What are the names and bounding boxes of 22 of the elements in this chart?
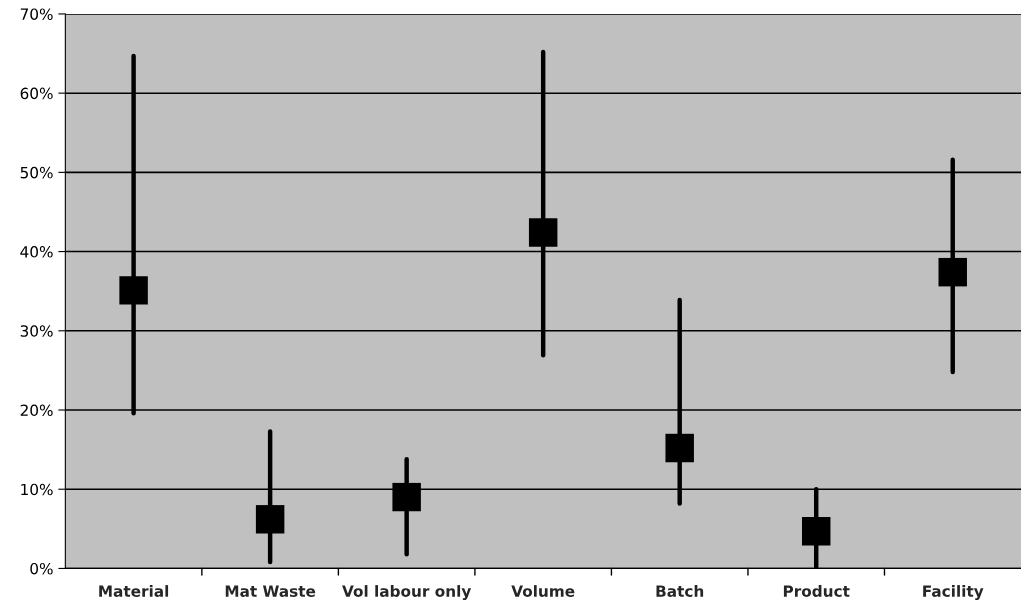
x-tick-label: Batch [656,585,704,597]
y-tick-label: 30% [20,325,53,337]
y-tick-label: 60% [20,87,53,100]
x-tick-label: Product [783,585,850,597]
x-tick-label: Vol labour only [342,585,472,600]
point [392,482,421,512]
y-tick-label: 20% [20,404,53,417]
y-tick-label: 10% [21,483,53,496]
point [801,516,831,546]
point [665,433,694,463]
point [528,218,558,247]
x-tick-label: Material [99,585,169,597]
x-tick-label: Facility [923,585,984,600]
point [938,257,967,287]
y-tick-label: 0% [30,562,53,575]
y-tick-label: 50% [20,166,53,179]
point [255,505,285,534]
y-tick-label: 40% [20,246,53,258]
point [119,276,148,305]
x-tick-label: Volume [511,585,575,597]
x-tick-label: Mat Waste [225,585,316,597]
y-tick-label: 70% [20,8,53,20]
